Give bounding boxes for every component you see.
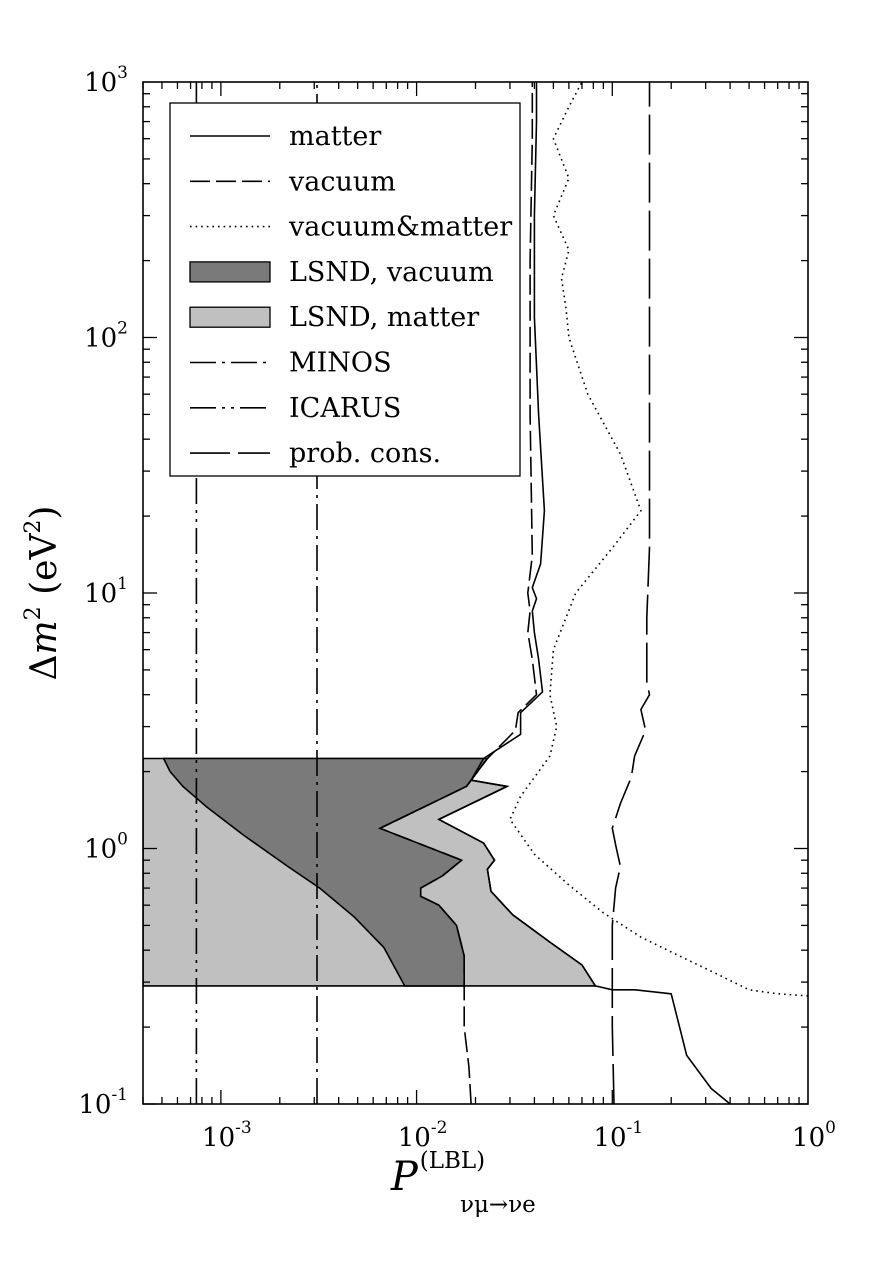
y-axis-label-delta: Δ [24, 654, 65, 680]
y-tick-label: 10-1 [78, 1085, 128, 1120]
tick-exponent: 0 [825, 1118, 836, 1138]
legend-swatch [189, 306, 271, 328]
tick-exponent: -1 [627, 1118, 644, 1138]
y-axis-label-m-exponent: 2 [21, 606, 46, 620]
legend-label: vacuum&matter [288, 212, 512, 243]
series-prob-cons [611, 82, 651, 1104]
legend-entry-prob-cons: prob. cons. [190, 438, 441, 469]
y-tick-label: 101 [84, 574, 128, 609]
legend-swatch [189, 261, 271, 283]
y-tick-label: 103 [84, 63, 128, 98]
tick-base: 10 [84, 835, 117, 865]
tick-base: 10 [78, 1090, 111, 1120]
legend-label: LSND, vacuum [289, 257, 494, 288]
x-tick-label: 10-1 [593, 1118, 643, 1153]
tick-exponent: 3 [117, 63, 128, 83]
tick-exponent: 2 [117, 319, 128, 339]
tick-base: 10 [84, 579, 117, 609]
legend-entry-lsnd-matter: LSND, matter [189, 302, 479, 333]
tick-exponent: -1 [111, 1085, 128, 1105]
series-vacuum [379, 82, 538, 1104]
tick-exponent: -2 [431, 1118, 448, 1138]
tick-base: 10 [398, 1123, 431, 1153]
tick-base: 10 [84, 324, 117, 354]
legend-entry-vacuum: vacuum [190, 166, 396, 197]
legend-label: vacuum [288, 166, 396, 197]
plot-frame [142, 81, 809, 1105]
legend-label: matter [289, 121, 381, 152]
tick-base: 10 [593, 1123, 626, 1153]
tick-base: 10 [202, 1123, 235, 1153]
legend: matter vacuum vacuum&matter LSND, vacuum LSN… [169, 102, 521, 477]
y-axis-label-unit-close: ) [24, 506, 65, 520]
legend-label: prob. cons. [289, 438, 441, 469]
y-axis-label-unit-exponent: 2 [21, 520, 46, 534]
legend-entry-minos: MINOS [190, 348, 392, 379]
y-tick-label: 100 [84, 830, 128, 865]
x-tick-label: 10-3 [202, 1118, 252, 1153]
legend-entry-lsnd-vacuum: LSND, vacuum [189, 257, 494, 288]
tick-base: 10 [792, 1123, 825, 1153]
y-axis-label-m: m [24, 620, 65, 654]
x-tick-label: 100 [792, 1118, 836, 1153]
legend-label: LSND, matter [289, 302, 479, 333]
x-axis-label-superscript: (LBL) [420, 1148, 485, 1174]
legend-label: ICARUS [289, 393, 401, 424]
x-axis-label-subscript: νμ→νe [460, 1192, 536, 1218]
legend-box [169, 102, 521, 477]
y-axis-label: Δm2 (eV2) [21, 506, 65, 681]
tick-base: 10 [84, 68, 117, 98]
legend-label: MINOS [289, 348, 392, 379]
x-axis-label-base: P [390, 1154, 419, 1200]
x-axis-label: P(LBL) [390, 1148, 485, 1200]
tick-exponent: 1 [117, 574, 128, 594]
y-axis-label-unit-open: (eV [24, 533, 65, 607]
tick-exponent: -3 [235, 1118, 252, 1138]
legend-entry-icarus: ICARUS [190, 393, 401, 424]
legend-entry-matter: matter [190, 121, 381, 152]
y-tick-label: 102 [84, 319, 128, 354]
x-tick-label: 10-2 [398, 1118, 448, 1153]
tick-exponent: 0 [117, 830, 128, 850]
legend-entry-vacuum-matter: vacuum&matter [190, 212, 512, 243]
